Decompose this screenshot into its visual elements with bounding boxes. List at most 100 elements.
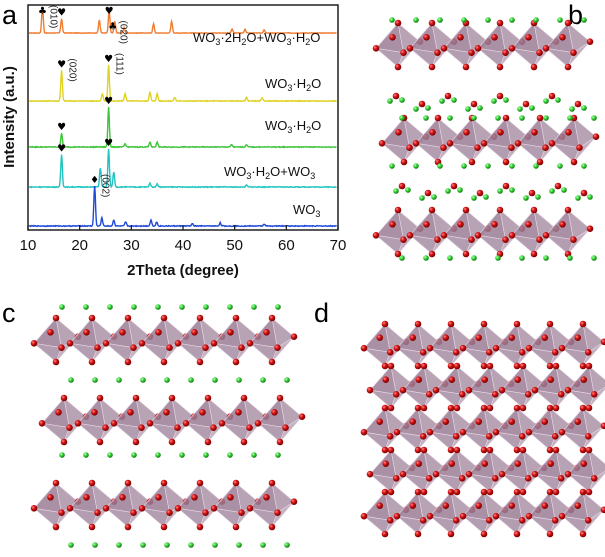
hydrogen-atom [387,98,393,104]
hydrogen-atom [179,452,185,458]
hydrogen-atom [251,304,257,310]
water-molecule [471,189,489,201]
water-molecule [497,182,515,194]
hydrogen-atom [471,255,477,261]
hydrogen-atom [581,17,587,23]
peak-marker-11: ♦ [90,175,99,186]
y-axis-title: Intensity (a.u.) [1,66,18,168]
miller-index-5: (020) [67,58,78,81]
octahedron-d-0-3 [459,320,509,370]
hydrogen-atom [92,542,98,548]
panel-letter-a: a [2,0,18,30]
peak-marker-5: ♥ [57,59,66,70]
hydrogen-atom [523,195,529,201]
hydrogen-atom [465,106,471,112]
hydrogen-atom [92,377,98,383]
octahedron-b-0-5 [542,19,594,71]
hydrogen-atom [503,97,509,103]
hydrogen-atom [533,163,539,169]
octahedron-d-1-6 [564,362,605,412]
hydrogen-atom [461,17,467,23]
octahedron-b-2-2 [440,206,492,258]
x-tick-label-60: 60 [278,237,295,254]
hydrogen-atom [447,115,453,121]
hydrogen-atom [567,115,573,121]
water-molecule [445,182,463,194]
water-molecule [575,189,593,201]
hydrogen-atom [495,115,501,121]
peak-marker-4: ♣ [108,22,117,33]
hydrogen-atom [203,452,209,458]
miller-index-6: (111) [114,53,125,75]
octahedron-b-2-5 [542,206,594,258]
octahedron-c-0-0 [30,314,82,366]
x-tick-label-30: 30 [123,237,140,254]
water-molecule [491,92,509,104]
hydrogen-atom [557,163,563,169]
peak-marker-10: ♥ [104,138,113,149]
hydrogen-atom [575,195,581,201]
water-molecule [393,182,411,194]
hydrogen-atom [543,98,549,104]
hydrogen-atom [437,163,443,169]
hydrogen-atom [83,452,89,458]
hydrogen-atom [68,542,74,548]
hydrogen-atom [581,163,587,169]
hydrogen-atom [587,194,593,200]
hydrogen-atom [451,97,457,103]
hydrogen-atom [405,187,411,193]
hydrogen-atom [471,195,477,201]
hydrogen-atom [447,255,453,261]
hydrogen-atom [399,115,405,121]
hydrogen-atom [107,452,113,458]
hydrogen-atom [131,304,137,310]
octahedron-d-3-1 [399,446,449,496]
peak-marker-1: ♣ [38,6,47,17]
miller-index-4: (020) [118,21,129,44]
hydrogen-atom [591,115,597,121]
hydrogen-atom [227,304,233,310]
peak-marker-2: ♥ [57,8,66,19]
octahedron-d-2-2 [426,404,476,454]
series-layer [28,6,337,228]
crystal-structure-b [372,17,600,261]
water-molecule [523,189,541,201]
peak-marker-3: ♥ [105,6,114,17]
hydrogen-atom [423,255,429,261]
hydrogen-atom [188,377,194,383]
hydrogen-atom [419,195,425,201]
octahedron-c-0-6 [246,314,298,366]
hydrogen-atom [557,17,563,23]
series-line-3 [28,107,337,149]
hydrogen-atom [519,115,525,121]
hydrogen-atom [389,163,395,169]
hydrogen-atom [164,542,170,548]
miller-index-11: (002) [100,174,111,197]
hydrogen-atom [284,542,290,548]
hydrogen-atom [519,255,525,261]
water-molecule [413,100,431,112]
hydrogen-atom [389,17,395,23]
hydrogen-atom [485,163,491,169]
hydrogen-atom [284,377,290,383]
octahedron-d-2-3 [459,404,509,454]
octahedron-d-0-6 [558,320,605,370]
hydrogen-atom [155,304,161,310]
octahedron-d-4-0 [360,488,410,538]
hydrogen-atom [59,452,65,458]
hydrogen-atom [569,106,575,112]
miller-index-1: (010) [47,5,58,28]
water-molecule [387,92,405,104]
hydrogen-atom [437,17,443,23]
octahedron-b-2-4 [508,206,560,258]
water-molecule [569,100,587,112]
hydrogen-atom [461,163,467,169]
hydrogen-atom [59,304,65,310]
hydrogen-atom [517,106,523,112]
hydrogen-atom [549,188,555,194]
series-line-5 [28,185,337,228]
octahedron-d-4-6 [558,488,605,538]
hydrogen-atom [457,187,463,193]
octahedron-c-1-6 [254,394,306,446]
hydrogen-atom [116,542,122,548]
